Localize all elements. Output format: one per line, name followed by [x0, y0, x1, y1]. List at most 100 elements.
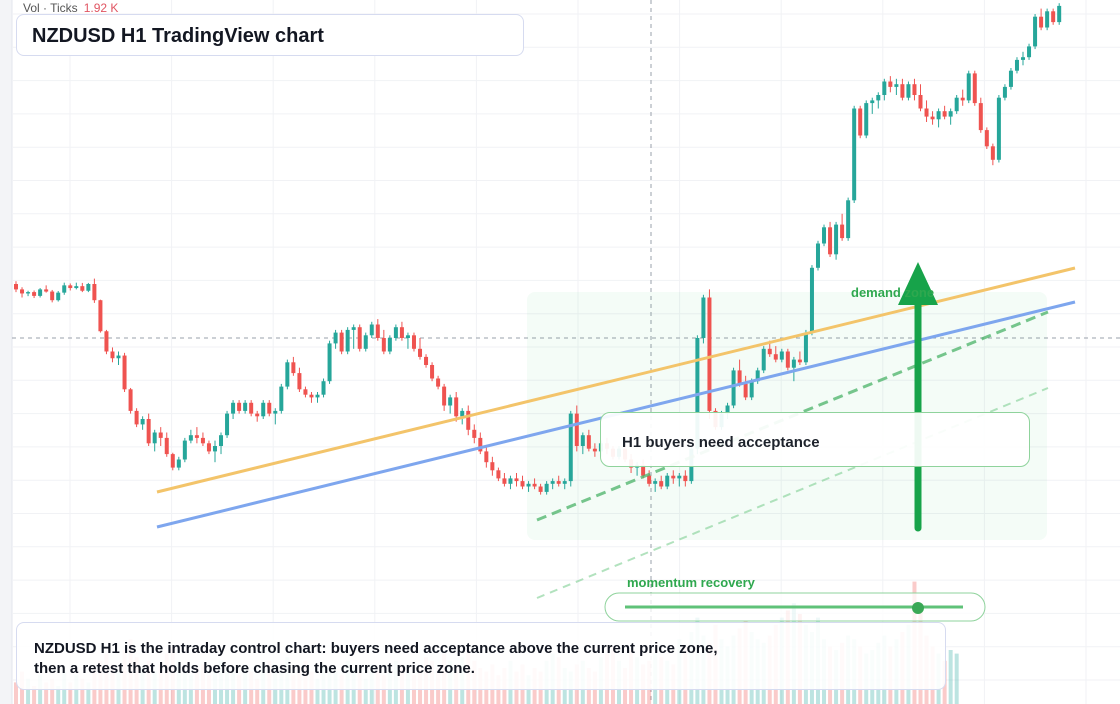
footer-note: NZDUSD H1 is the intraday control chart:…	[34, 640, 718, 677]
candle-body	[882, 81, 887, 95]
candle	[888, 76, 893, 93]
candle-body	[231, 402, 236, 414]
candle-body	[490, 462, 495, 471]
candle-body	[725, 405, 730, 414]
candle-body	[32, 292, 37, 296]
candle	[876, 92, 881, 109]
candle	[140, 416, 145, 430]
candle-body	[478, 437, 483, 452]
candle	[948, 108, 953, 125]
candle-body	[996, 97, 1001, 160]
candle	[731, 367, 736, 409]
candle-body	[544, 483, 549, 492]
callout-box[interactable]: H1 buyers need acceptance	[600, 412, 1030, 467]
volume-bar	[14, 682, 18, 704]
candle-body	[1014, 59, 1019, 71]
candle-body	[188, 435, 193, 441]
candle-body	[743, 383, 748, 398]
candle-body	[532, 483, 537, 487]
candle-body	[659, 481, 664, 487]
candle-body	[966, 73, 971, 101]
candle-body	[128, 389, 133, 411]
candle	[32, 290, 37, 299]
resistance-trendline	[156, 266, 1076, 494]
candle-body	[677, 475, 682, 479]
candle-body	[56, 292, 61, 301]
candle	[828, 221, 833, 257]
candle-body	[822, 227, 827, 244]
candle	[701, 294, 706, 344]
candle-body	[381, 338, 386, 352]
candle	[1027, 43, 1032, 60]
candle	[1008, 68, 1013, 90]
candle	[550, 478, 555, 490]
candle	[110, 347, 115, 363]
title-card: NZDUSD H1 TradingView chart	[16, 14, 524, 56]
candle	[665, 473, 670, 490]
candle	[369, 321, 374, 338]
candle	[375, 319, 380, 341]
candle	[791, 356, 796, 382]
candle	[243, 400, 248, 414]
candle-body	[978, 103, 983, 131]
candle-body	[924, 108, 929, 117]
candle-body	[526, 483, 531, 487]
candle-body	[948, 111, 953, 117]
candle	[846, 197, 851, 241]
candle-body	[339, 332, 344, 352]
candle	[737, 359, 742, 387]
candle	[984, 127, 989, 149]
candle	[405, 332, 410, 349]
candle-body	[791, 359, 796, 368]
candle	[128, 387, 133, 414]
candle-body	[990, 146, 995, 160]
candle-body	[846, 200, 851, 239]
candle	[840, 213, 845, 241]
candle	[448, 394, 453, 414]
volume-bar	[315, 678, 320, 704]
candle	[520, 475, 525, 490]
candle-body	[900, 84, 905, 98]
candle	[484, 446, 489, 468]
candle	[990, 143, 995, 166]
candle	[586, 429, 591, 452]
volume-value: 1.92 K	[83, 1, 119, 15]
candle	[424, 354, 429, 368]
candle-body	[182, 440, 187, 460]
candle	[267, 400, 272, 417]
candle-body	[1033, 16, 1038, 47]
candle-body	[212, 446, 217, 452]
candle-body	[219, 435, 224, 446]
candle	[285, 359, 290, 390]
candle	[363, 332, 368, 352]
candle	[74, 282, 79, 290]
candle-body	[1057, 5, 1062, 23]
candle-body	[514, 478, 519, 482]
candle	[526, 481, 531, 492]
candle-body	[351, 327, 356, 330]
candle	[164, 432, 169, 457]
candle-body	[237, 402, 242, 411]
candle-body	[942, 111, 947, 117]
candle-body	[146, 419, 151, 444]
candle-body	[834, 224, 839, 255]
candle	[430, 362, 435, 382]
candle	[568, 410, 573, 487]
candle	[273, 408, 278, 425]
candle	[761, 346, 766, 374]
candle-body	[828, 227, 833, 255]
candle	[44, 285, 49, 293]
candle	[50, 289, 55, 303]
candle	[966, 70, 971, 104]
candle	[894, 78, 899, 95]
candle	[104, 329, 109, 355]
candle-body	[92, 284, 97, 301]
candle	[387, 335, 392, 355]
candle-body	[592, 448, 597, 452]
candle	[574, 405, 579, 452]
candle-body	[369, 324, 374, 336]
candle	[834, 221, 839, 260]
volume-bar	[32, 686, 37, 704]
candle-body	[98, 300, 103, 332]
